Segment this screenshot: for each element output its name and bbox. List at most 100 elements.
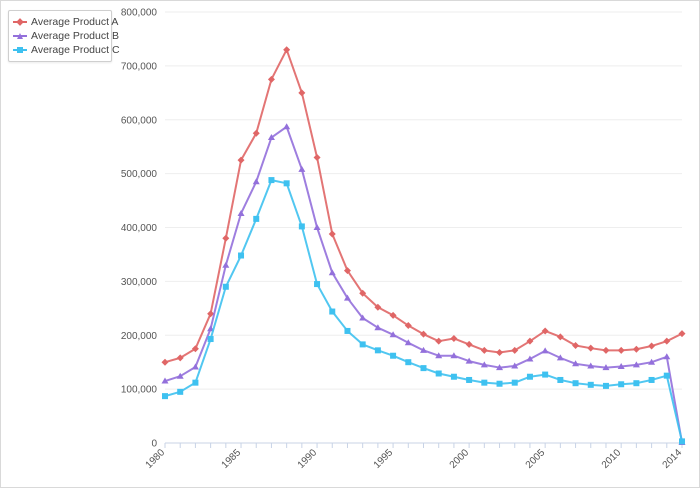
data-point-average-product-a [526,337,534,345]
y-tick-label: 400,000 [121,223,158,234]
data-point-average-product-a [632,345,640,353]
data-point-average-product-b [222,261,230,268]
legend-label-product-b: Average Product B [31,30,119,42]
data-point-average-product-a [617,346,625,354]
data-point-average-product-c [238,252,245,259]
data-point-average-product-a [313,153,321,161]
data-point-average-product-b [465,357,473,364]
data-point-average-product-a [678,330,686,338]
series-line-average-product-c [164,179,683,442]
data-point-average-product-b [343,294,351,301]
legend-swatch-product-b [13,31,27,41]
x-tick-label: 2005 [524,447,548,471]
data-point-average-product-a [176,354,184,362]
x-tick-label: 2014 [661,447,685,471]
data-point-average-product-b [176,372,184,379]
data-point-average-product-c [466,376,473,383]
data-point-average-product-a [480,346,488,354]
legend-item-product-b[interactable]: Average Product B [9,29,119,43]
data-point-average-product-c [314,281,321,288]
data-point-average-product-a [602,346,610,354]
data-point-average-product-c [253,215,260,222]
data-point-average-product-b [161,377,169,384]
y-tick-label: 300,000 [121,277,158,288]
data-point-average-product-b [389,331,397,338]
data-point-average-product-b [556,354,564,361]
data-point-average-product-b [541,347,549,354]
y-tick-label: 700,000 [121,61,158,72]
x-tick-label: 1985 [220,447,244,471]
data-point-average-product-a [556,333,564,341]
data-point-average-product-a [450,334,458,342]
data-point-average-product-a [207,310,215,318]
diamond-marker-icon [16,18,24,26]
series-layer [161,46,686,445]
legend-item-product-a[interactable]: Average Product A [9,15,118,29]
data-point-average-product-b [313,224,321,230]
legend-item-product-c[interactable]: Average Product C [9,43,120,57]
grid-layer [165,11,682,390]
data-point-average-product-b [252,178,260,185]
data-point-average-product-b [526,355,534,362]
y-tick-label: 100,000 [121,385,158,396]
data-point-average-product-b [496,364,504,371]
x-tick-label: 1995 [372,447,396,471]
data-point-average-product-b [237,209,245,216]
square-marker-icon [17,47,23,53]
data-point-average-product-c [268,177,275,184]
data-point-average-product-a [420,330,427,338]
legend-swatch-product-c [13,45,27,55]
data-point-average-product-a [161,358,169,366]
data-point-average-product-a [298,89,306,97]
data-point-average-product-c [481,379,488,386]
data-point-average-product-c [679,438,685,445]
data-point-average-product-c [450,373,457,380]
data-point-average-product-c [435,370,442,377]
data-point-average-product-b [511,362,519,369]
data-point-average-product-c [602,382,609,389]
y-tick-label: 600,000 [121,115,158,126]
data-point-average-product-c [283,180,290,187]
legend-swatch-product-a [13,17,27,27]
data-point-average-product-c [359,341,366,348]
data-point-average-product-a [267,75,275,83]
data-point-average-product-a [435,337,443,345]
data-point-average-product-a [283,46,291,54]
data-point-average-product-a [359,289,367,297]
data-point-average-product-c [542,371,549,378]
data-point-average-product-c [420,365,427,372]
data-point-average-product-a [374,303,382,311]
triangle-marker-icon [16,33,23,39]
x-tick-label: 2000 [448,447,472,471]
legend-label-product-a: Average Product A [31,16,119,28]
data-point-average-product-a [572,341,580,349]
data-point-average-product-b [420,346,427,353]
data-point-average-product-a [541,327,549,335]
data-point-average-product-c [648,376,655,383]
data-point-average-product-c [222,283,229,290]
data-point-average-product-b [617,362,625,369]
data-point-average-product-c [526,373,533,380]
data-point-average-product-b [359,314,367,321]
data-point-average-product-a [328,230,336,238]
y-tick-label: 0 [151,439,157,450]
data-point-average-product-c [344,327,351,334]
legend: Average Product A Average Product B Aver… [8,10,120,62]
data-point-average-product-a [663,337,671,345]
data-point-average-product-b [663,353,671,360]
data-point-average-product-b [191,363,199,370]
data-point-average-product-a [465,340,473,348]
data-point-average-product-b [587,362,595,369]
data-point-average-product-c [633,380,640,387]
data-point-average-product-a [587,344,595,352]
data-point-average-product-c [557,376,564,383]
data-point-average-product-c [405,359,412,366]
data-point-average-product-b [374,324,382,331]
data-point-average-product-a [343,267,351,275]
legend-label-product-c: Average Product C [31,44,120,56]
data-point-average-product-c [496,380,503,387]
data-point-average-product-c [587,381,594,388]
data-point-average-product-a [404,322,412,330]
